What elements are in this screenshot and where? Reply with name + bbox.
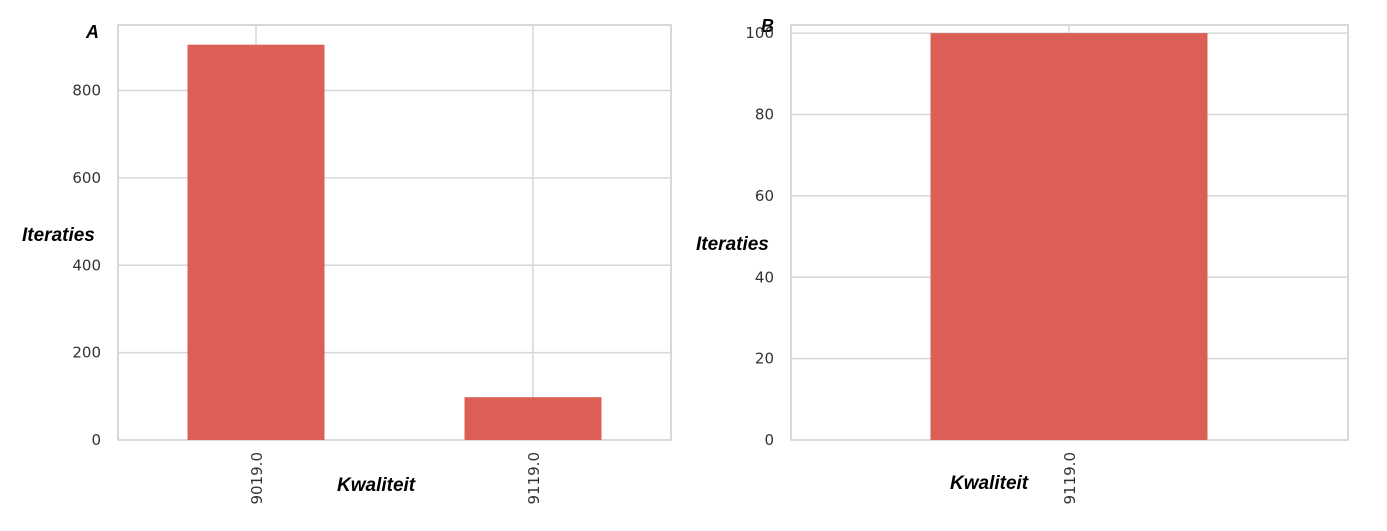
y-axis-label-b: Iteraties (696, 234, 769, 255)
x-tick-label: 9019.0 (248, 452, 266, 505)
x-tick-labels-b: 9119.0 (1061, 452, 1079, 505)
x-tick-labels-a: 9019.0 9119.0 (248, 452, 543, 505)
x-axis-label-a: Kwaliteit (337, 475, 416, 496)
chart-panel-a: A 0 200 400 600 800 9019.0 9119.0 Iteraties K… (22, 22, 672, 505)
y-tick-label: 20 (755, 350, 774, 368)
y-axis-label-a: Iteraties (22, 225, 95, 246)
y-tick-label: 60 (755, 187, 774, 205)
bar-9119-0 (464, 397, 602, 440)
x-axis-label-b: Kwaliteit (950, 473, 1029, 494)
y-tick-label: 800 (72, 82, 101, 100)
y-tick-labels-a: 0 200 400 600 800 (72, 82, 101, 449)
x-tick-label: 9119.0 (525, 452, 543, 505)
y-tick-label: 80 (755, 106, 774, 124)
panel-label-a: A (85, 22, 99, 42)
y-tick-label: 0 (764, 431, 774, 449)
x-tick-label: 9119.0 (1061, 452, 1079, 505)
bar-9119-0 (930, 33, 1208, 440)
y-tick-label: 200 (72, 344, 101, 362)
y-tick-label: 40 (755, 268, 774, 286)
y-tick-labels-b: 0 20 40 60 80 100 (745, 24, 774, 449)
y-tick-label: 0 (91, 431, 101, 449)
y-tick-label: 400 (72, 256, 101, 274)
bar-9019-0 (187, 44, 325, 440)
y-tick-label: 100 (745, 24, 774, 42)
bars-b (930, 33, 1208, 440)
y-tick-label: 600 (72, 169, 101, 187)
chart-panel-b: B 0 20 40 60 80 100 9119.0 Iteraties Kwalitei… (696, 16, 1349, 505)
panel-label-b: B (761, 16, 774, 36)
bars-a (187, 44, 602, 440)
